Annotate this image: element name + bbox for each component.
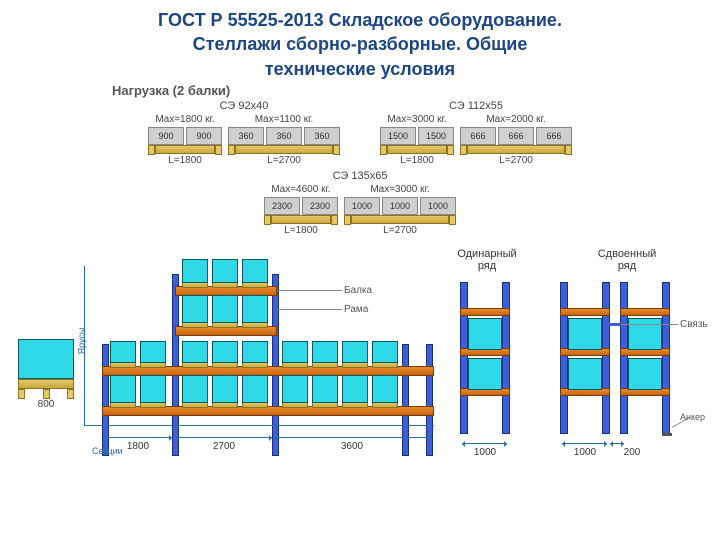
pallet-width: 800 — [18, 399, 74, 410]
title-line1: ГОСТ Р 55525-2013 Складское оборудование… — [12, 8, 708, 32]
section-label: Нагрузка (2 балки) — [112, 83, 708, 98]
standalone-pallet: 800 — [18, 339, 74, 410]
axis-x-label: Секции — [92, 446, 123, 456]
span-3600: 3600 — [341, 441, 363, 452]
title-line2: Стеллажи сборно-разборные. Общие — [12, 32, 708, 56]
side-dim-1000a: 1000 — [474, 447, 496, 458]
callout-beam: Балка — [344, 285, 372, 296]
title-line3: технические условия — [12, 57, 708, 81]
page-title: ГОСТ Р 55525-2013 Складское оборудование… — [12, 8, 708, 81]
load-diagrams: СЭ 92х40Max=1800 кг.900900L=1800Max=1100… — [12, 100, 708, 236]
side-single: Одинарныйряд 1000 — [452, 256, 522, 456]
span-1800: 1800 — [127, 441, 149, 452]
rack-elevation: 1800 2700 3600 Ярусы Секции Балка Рама — [102, 256, 432, 456]
callout-anchor: Анкер — [680, 412, 705, 422]
callout-frame: Рама — [344, 304, 368, 315]
callout-link: Связь — [680, 319, 708, 330]
load-group-1: СЭ 112х55Max=3000 кг.15001500L=1800Max=2… — [380, 100, 572, 166]
span-2700: 2700 — [213, 441, 235, 452]
side-double: Сдвоенныйряд Связь Анкер 1000 200 — [552, 256, 702, 456]
side-dim-200: 200 — [624, 447, 641, 458]
lower-diagram: 800 — [12, 240, 708, 470]
side-dim-1000b: 1000 — [574, 447, 596, 458]
axis-y-label: Ярусы — [76, 328, 86, 355]
load-group-0: СЭ 92х40Max=1800 кг.900900L=1800Max=1100… — [148, 100, 340, 166]
load-group-2: СЭ 135х65Max=4600 кг.23002300L=1800Max=3… — [264, 170, 456, 236]
